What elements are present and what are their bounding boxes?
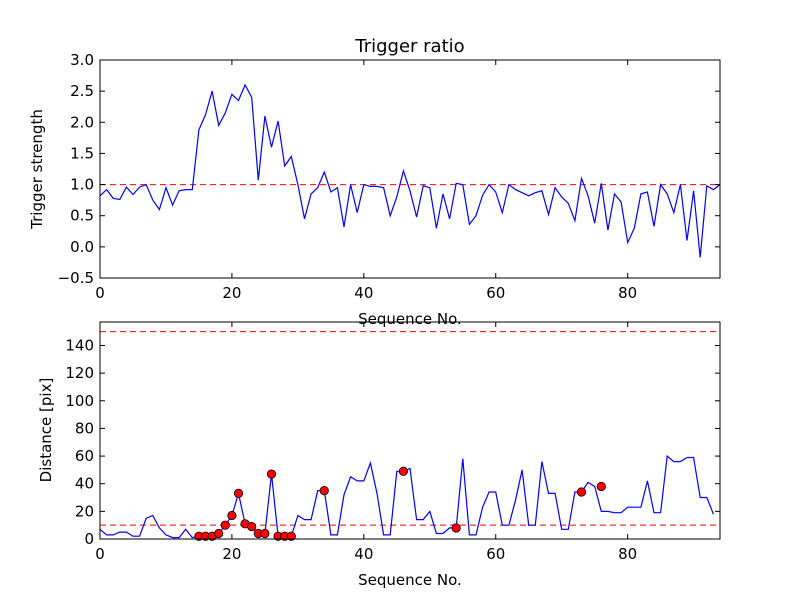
- top-y-axis-label: Trigger strength: [28, 109, 46, 230]
- x-tick-label: 20: [222, 545, 241, 563]
- x-tick-label: 80: [618, 284, 637, 302]
- y-tick-label: 3.0: [70, 51, 94, 69]
- x-tick-label: 60: [486, 545, 505, 563]
- bottom-y-axis-label: Distance [pix]: [37, 378, 55, 483]
- x-tick-label: 0: [95, 284, 105, 302]
- y-tick-label: 120: [65, 364, 94, 382]
- x-tick-label: 20: [222, 284, 241, 302]
- x-tick-label: 80: [618, 545, 637, 563]
- data-point-marker: [227, 510, 237, 521]
- data-point-marker: [220, 520, 230, 530]
- data-point-marker: [266, 469, 277, 479]
- y-tick-label: 1.5: [70, 144, 94, 162]
- bottom-axis-ticks: 0 20 40 60 80 0 20 40 60 80 100 120 140: [65, 322, 720, 563]
- distance-chart: 0 20 40 60 80 0 20 40 60 80 100 120 140 Sequence No.…: [37, 321, 721, 589]
- data-point-marker: [451, 523, 461, 533]
- data-point-marker: [260, 528, 270, 539]
- bottom-x-axis-label: Sequence No.: [358, 571, 462, 589]
- data-point-marker: [247, 521, 257, 532]
- y-tick-label: 60: [75, 447, 94, 465]
- data-line: [99, 83, 721, 258]
- data-point-marker: [398, 466, 409, 476]
- top-axes-frame: [99, 59, 721, 279]
- y-tick-label: 20: [75, 502, 94, 520]
- y-tick-label: 2.5: [70, 82, 94, 100]
- data-point-marker: [214, 528, 224, 539]
- y-tick-label: −0.5: [58, 269, 94, 287]
- y-tick-label: 40: [75, 475, 94, 493]
- bottom-axes-frame: [99, 321, 721, 540]
- trigger-ratio-chart: Trigger ratio 0 20 40 60 80 −0.5 0.0 0.5 1.0 1.5 2…: [28, 36, 721, 328]
- y-tick-label: 1.0: [70, 176, 94, 194]
- x-tick-label: 40: [354, 545, 373, 563]
- top-plot-area: [99, 83, 721, 258]
- y-tick-label: 0.0: [70, 238, 94, 256]
- data-point-marker: [319, 486, 329, 496]
- x-tick-label: 60: [486, 284, 505, 302]
- data-point-marker: [233, 488, 244, 498]
- x-tick-label: 0: [95, 545, 105, 563]
- chart-title: Trigger ratio: [354, 36, 464, 57]
- y-tick-label: 100: [65, 392, 94, 410]
- data-point-marker: [286, 531, 296, 541]
- y-tick-label: 80: [75, 419, 94, 437]
- x-tick-label: 40: [354, 284, 373, 302]
- top-x-axis-label: Sequence No.: [358, 310, 462, 328]
- y-tick-label: 0: [84, 530, 94, 548]
- y-tick-label: 140: [65, 336, 94, 354]
- top-axis-ticks: 0 20 40 60 80 −0.5 0.0 0.5 1.0 1.5 2.0 2.5 3.0: [58, 51, 720, 302]
- bottom-plot-area: [99, 331, 720, 541]
- data-point-marker: [576, 487, 587, 497]
- y-tick-label: 2.0: [70, 113, 94, 131]
- data-point-marker: [596, 481, 606, 492]
- y-tick-label: 0.5: [70, 207, 94, 225]
